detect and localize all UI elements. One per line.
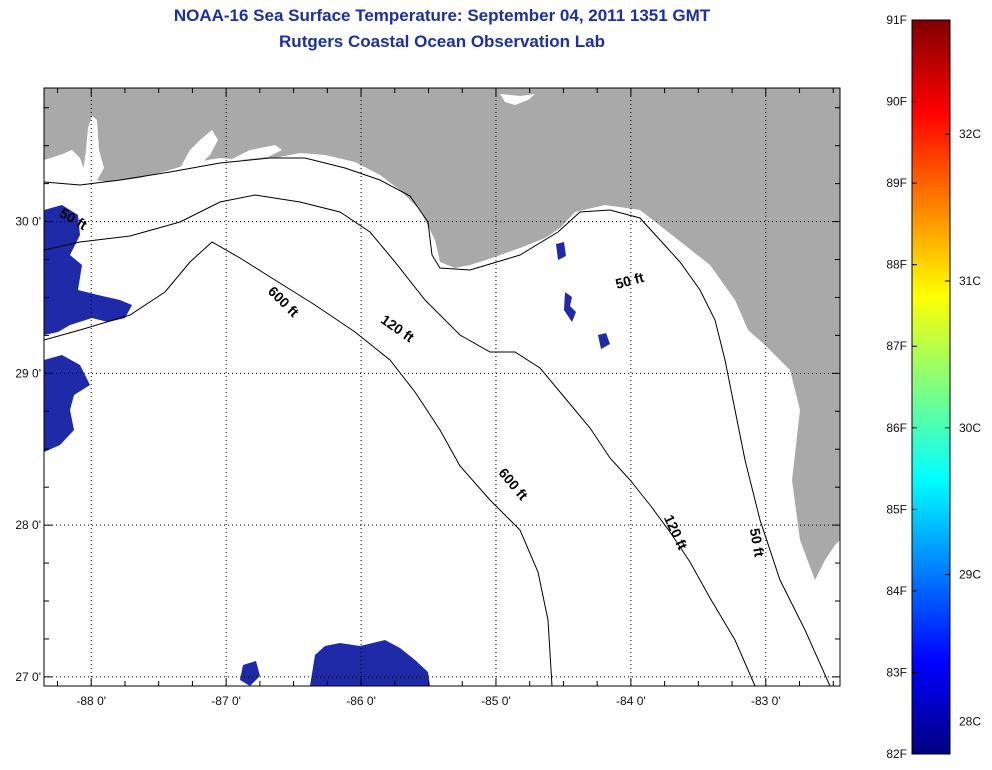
mobile-bay bbox=[82, 116, 104, 182]
colorbar-celsius-labels: 33C32C31C30C29C28C bbox=[945, 127, 981, 728]
sst-patch-east-2 bbox=[598, 333, 610, 349]
latitude-axis: 30 0' 29 0' 28 0' 27 0' bbox=[15, 107, 840, 684]
longitude-axis: -88 0' -87 0' -86 0' -85 0' -84 0' -83 0' bbox=[56, 88, 834, 708]
colorbar-f-label: 87F bbox=[886, 339, 907, 353]
lon-tick-label: -83 0' bbox=[751, 694, 781, 708]
lat-tick-label: 27 0' bbox=[15, 670, 41, 684]
lat-tick-label: 29 0' bbox=[15, 366, 41, 380]
sst-patch-west-2 bbox=[44, 355, 90, 452]
colorbar-f-label: 89F bbox=[886, 176, 907, 190]
colorbar-c-label: 29C bbox=[959, 568, 981, 582]
sst-patch-east-3 bbox=[556, 242, 566, 260]
contour-600ft-line bbox=[44, 241, 553, 686]
colorbar-f-label: 84F bbox=[886, 584, 907, 598]
map-subtitle: Rutgers Coastal Ocean Observation Lab bbox=[279, 32, 605, 51]
colorbar-f-label: 90F bbox=[886, 95, 907, 109]
sst-patch-south-2 bbox=[240, 661, 260, 686]
colorbar-c-label: 28C bbox=[959, 714, 981, 728]
contour-120ft-line bbox=[44, 194, 756, 686]
colorbar-f-label: 86F bbox=[886, 421, 907, 435]
colorbar-c-label: 30C bbox=[959, 421, 981, 435]
colorbar-f-label: 91F bbox=[886, 13, 907, 27]
apalachee-bay bbox=[500, 94, 535, 105]
lon-tick-label: -84 0' bbox=[616, 694, 646, 708]
plot-frame bbox=[43, 87, 841, 687]
colorbar-fahrenheit-labels: 91F 90F 89F 88F 87F 86F 85F 84F 83F 82F bbox=[886, 13, 917, 761]
colorbar-c-label: 31C bbox=[959, 274, 981, 288]
contour-label: 50 ft bbox=[747, 527, 768, 558]
colorbar-c-label: 32C bbox=[959, 127, 981, 141]
colorbar-f-label: 85F bbox=[886, 502, 907, 516]
lon-tick-label: -85 0' bbox=[481, 694, 511, 708]
colorbar-f-label: 83F bbox=[886, 665, 907, 679]
contour-label: 50 ft bbox=[614, 269, 646, 292]
lat-tick-label: 30 0' bbox=[15, 215, 41, 229]
contour-50ft-line bbox=[44, 157, 831, 686]
map-title: NOAA-16 Sea Surface Temperature: Septemb… bbox=[173, 6, 711, 25]
lat-lon-grid bbox=[44, 88, 840, 686]
colorbar-f-label: 88F bbox=[886, 258, 907, 272]
land-mass bbox=[44, 88, 840, 580]
lon-tick-label: -87 0' bbox=[211, 694, 241, 708]
lon-tick-label: -86 0' bbox=[346, 694, 376, 708]
pensacola-bay bbox=[180, 130, 218, 168]
lat-tick-label: 28 0' bbox=[15, 518, 41, 532]
sst-patch-south bbox=[310, 640, 430, 686]
sst-patch-east bbox=[564, 292, 576, 322]
colorbar bbox=[911, 19, 951, 755]
sst-patch-west bbox=[44, 205, 132, 335]
choctawhatchee-bay bbox=[230, 145, 282, 160]
colorbar-f-label: 82F bbox=[886, 747, 907, 761]
lon-tick-label: -88 0' bbox=[76, 694, 106, 708]
